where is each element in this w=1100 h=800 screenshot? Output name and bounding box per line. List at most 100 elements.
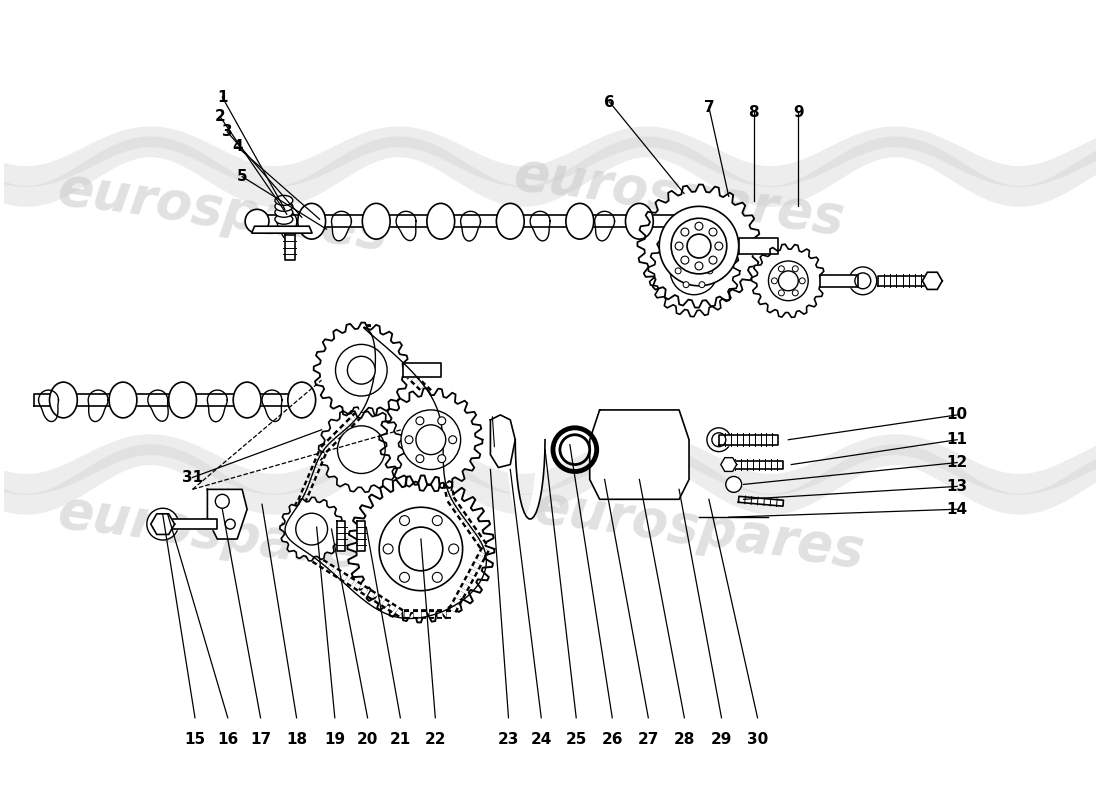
Circle shape bbox=[336, 344, 387, 396]
Text: 7: 7 bbox=[704, 99, 714, 114]
Polygon shape bbox=[379, 388, 483, 491]
Ellipse shape bbox=[288, 382, 316, 418]
Polygon shape bbox=[358, 521, 365, 551]
Text: 14: 14 bbox=[947, 502, 968, 517]
Polygon shape bbox=[403, 363, 441, 377]
Circle shape bbox=[226, 519, 235, 529]
Circle shape bbox=[671, 218, 727, 274]
Polygon shape bbox=[163, 519, 218, 529]
Polygon shape bbox=[314, 322, 409, 418]
Polygon shape bbox=[878, 276, 927, 286]
Circle shape bbox=[771, 278, 778, 284]
Circle shape bbox=[779, 290, 784, 296]
Circle shape bbox=[675, 242, 683, 250]
Text: 9: 9 bbox=[793, 105, 804, 119]
Text: 24: 24 bbox=[530, 732, 552, 747]
Polygon shape bbox=[491, 415, 515, 467]
Text: 1: 1 bbox=[217, 90, 228, 105]
Text: eurospares: eurospares bbox=[54, 162, 390, 260]
Text: 10: 10 bbox=[947, 407, 968, 422]
Circle shape bbox=[348, 356, 375, 384]
Ellipse shape bbox=[275, 207, 293, 218]
Circle shape bbox=[698, 282, 705, 288]
Text: 29: 29 bbox=[711, 732, 733, 747]
Polygon shape bbox=[262, 390, 282, 422]
Text: eurospares: eurospares bbox=[530, 480, 868, 578]
Circle shape bbox=[338, 426, 385, 474]
Circle shape bbox=[416, 425, 446, 454]
Circle shape bbox=[707, 428, 730, 452]
Circle shape bbox=[698, 254, 705, 260]
Circle shape bbox=[683, 254, 689, 260]
Ellipse shape bbox=[275, 195, 293, 206]
Polygon shape bbox=[319, 407, 404, 492]
Polygon shape bbox=[720, 458, 737, 471]
Polygon shape bbox=[461, 211, 481, 241]
Polygon shape bbox=[530, 211, 550, 241]
Circle shape bbox=[681, 256, 689, 264]
Circle shape bbox=[792, 290, 799, 296]
Circle shape bbox=[405, 436, 412, 444]
Text: 3: 3 bbox=[222, 124, 232, 139]
Polygon shape bbox=[739, 238, 779, 254]
Circle shape bbox=[399, 572, 409, 582]
Text: 20: 20 bbox=[356, 732, 378, 747]
Circle shape bbox=[438, 454, 446, 462]
Ellipse shape bbox=[496, 203, 525, 239]
Text: 26: 26 bbox=[602, 732, 623, 747]
Text: eurospares: eurospares bbox=[510, 147, 848, 246]
Circle shape bbox=[792, 266, 799, 272]
Circle shape bbox=[659, 206, 739, 286]
Text: 8: 8 bbox=[748, 105, 759, 119]
Circle shape bbox=[695, 262, 703, 270]
Circle shape bbox=[432, 572, 442, 582]
Polygon shape bbox=[718, 434, 779, 445]
Text: 27: 27 bbox=[638, 732, 659, 747]
Polygon shape bbox=[821, 275, 858, 286]
Circle shape bbox=[707, 268, 713, 274]
Text: 28: 28 bbox=[673, 732, 695, 747]
Ellipse shape bbox=[298, 203, 326, 239]
Circle shape bbox=[399, 527, 442, 571]
Polygon shape bbox=[590, 410, 689, 499]
Text: 6: 6 bbox=[604, 94, 615, 110]
Circle shape bbox=[449, 544, 459, 554]
Ellipse shape bbox=[233, 382, 261, 418]
Polygon shape bbox=[279, 498, 343, 561]
Circle shape bbox=[438, 417, 446, 425]
Polygon shape bbox=[396, 211, 416, 241]
Polygon shape bbox=[208, 390, 228, 422]
Circle shape bbox=[779, 271, 799, 290]
Ellipse shape bbox=[50, 382, 77, 418]
Polygon shape bbox=[88, 390, 108, 422]
Circle shape bbox=[710, 256, 717, 264]
Text: 12: 12 bbox=[946, 455, 968, 470]
Text: 30: 30 bbox=[747, 732, 768, 747]
Text: 5: 5 bbox=[236, 169, 248, 184]
Circle shape bbox=[688, 234, 711, 258]
Text: 22: 22 bbox=[425, 732, 447, 747]
Circle shape bbox=[416, 417, 424, 425]
Text: 19: 19 bbox=[324, 732, 345, 747]
Circle shape bbox=[402, 410, 461, 470]
Text: 4: 4 bbox=[232, 139, 242, 154]
Circle shape bbox=[683, 282, 689, 288]
Ellipse shape bbox=[275, 202, 293, 211]
Polygon shape bbox=[277, 211, 297, 241]
Circle shape bbox=[779, 266, 784, 272]
Circle shape bbox=[416, 454, 424, 462]
Text: 2: 2 bbox=[214, 110, 225, 125]
Polygon shape bbox=[348, 475, 494, 622]
Ellipse shape bbox=[362, 203, 390, 239]
Circle shape bbox=[681, 228, 689, 236]
Polygon shape bbox=[738, 496, 783, 506]
Ellipse shape bbox=[168, 382, 197, 418]
Text: 21: 21 bbox=[389, 732, 411, 747]
Circle shape bbox=[670, 247, 718, 294]
Polygon shape bbox=[338, 521, 345, 551]
Polygon shape bbox=[595, 211, 615, 241]
Text: eurospares: eurospares bbox=[54, 485, 390, 583]
Circle shape bbox=[399, 516, 409, 526]
Circle shape bbox=[146, 508, 178, 540]
Circle shape bbox=[710, 228, 717, 236]
